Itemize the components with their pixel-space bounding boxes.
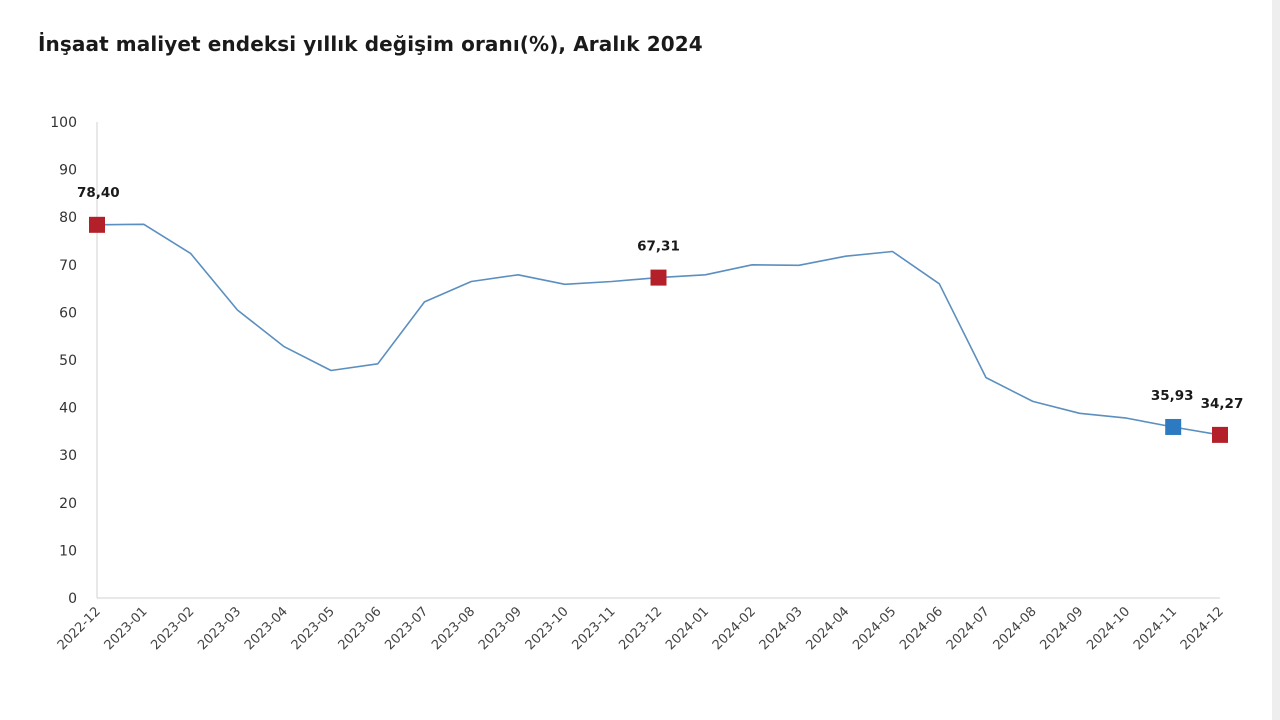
- x-tick-label: 2023-01: [102, 604, 151, 653]
- y-tick-label: 90: [59, 163, 77, 179]
- data-label: 78,40: [77, 185, 120, 201]
- highlight-marker: [89, 216, 105, 233]
- x-tick-label: 2023-09: [476, 604, 525, 653]
- x-tick-labels: 2022-122023-012023-022023-032023-042023-…: [55, 604, 1227, 653]
- y-tick-labels: 0 10 20 30 40 50 60 70 80 90 100: [50, 115, 77, 607]
- x-tick-label: 2024-04: [803, 604, 852, 653]
- data-label: 67,31: [637, 239, 680, 255]
- x-tick-label: 2023-08: [429, 604, 478, 653]
- data-label: 34,27: [1201, 396, 1244, 412]
- x-tick-label: 2023-07: [382, 604, 431, 653]
- x-tick-label: 2024-07: [944, 604, 993, 653]
- x-tick-label: 2024-08: [991, 604, 1040, 653]
- data-labels: 78,40 67,31 35,93 34,27: [77, 185, 1243, 412]
- x-tick-label: 2022-12: [55, 604, 104, 653]
- x-tick-label: 2024-06: [897, 604, 946, 653]
- series-lines: [96, 223, 1221, 436]
- x-tick-label: 2024-01: [663, 604, 712, 653]
- y-tick-label: 80: [59, 210, 77, 226]
- x-tick-label: 2024-11: [1131, 604, 1180, 653]
- x-tick-label: 2023-02: [148, 604, 197, 653]
- x-tick-label: 2023-06: [336, 604, 385, 653]
- highlight-marker: [1212, 426, 1228, 443]
- x-tick-label: 2023-04: [242, 604, 291, 653]
- y-tick-label: 40: [59, 401, 77, 417]
- x-tick-label: 2024-10: [1084, 604, 1133, 653]
- y-tick-label: 50: [59, 353, 77, 369]
- x-tick-label: 2024-02: [710, 604, 759, 653]
- x-tick-label: 2023-10: [523, 604, 572, 653]
- series-line: [96, 223, 1221, 436]
- y-tick-label: 60: [59, 305, 77, 321]
- edge-strip: [1272, 0, 1280, 720]
- highlight-marker: [1165, 418, 1182, 435]
- y-tick-label: 30: [59, 448, 77, 464]
- y-tick-label: 100: [50, 115, 77, 131]
- axes: [96, 122, 1220, 599]
- x-tick-label: 2024-03: [757, 604, 806, 653]
- x-tick-label: 2024-05: [850, 604, 899, 653]
- highlight-markers: [89, 216, 1228, 443]
- x-tick-label: 2023-11: [570, 604, 619, 653]
- chart-title: İnşaat maliyet endeksi yıllık değişim or…: [38, 32, 703, 56]
- x-tick-label: 2023-05: [289, 604, 338, 653]
- highlight-marker: [650, 269, 667, 286]
- y-tick-label: 70: [59, 258, 77, 274]
- x-tick-label: 2024-09: [1037, 604, 1086, 653]
- y-tick-label: 10: [59, 543, 77, 559]
- y-tick-label: 20: [59, 496, 77, 512]
- x-tick-label: 2023-03: [195, 604, 244, 653]
- x-tick-label: 2023-12: [616, 604, 665, 653]
- data-label: 35,93: [1151, 388, 1194, 404]
- y-tick-label: 0: [68, 591, 77, 607]
- x-tick-label: 2024-12: [1178, 604, 1227, 653]
